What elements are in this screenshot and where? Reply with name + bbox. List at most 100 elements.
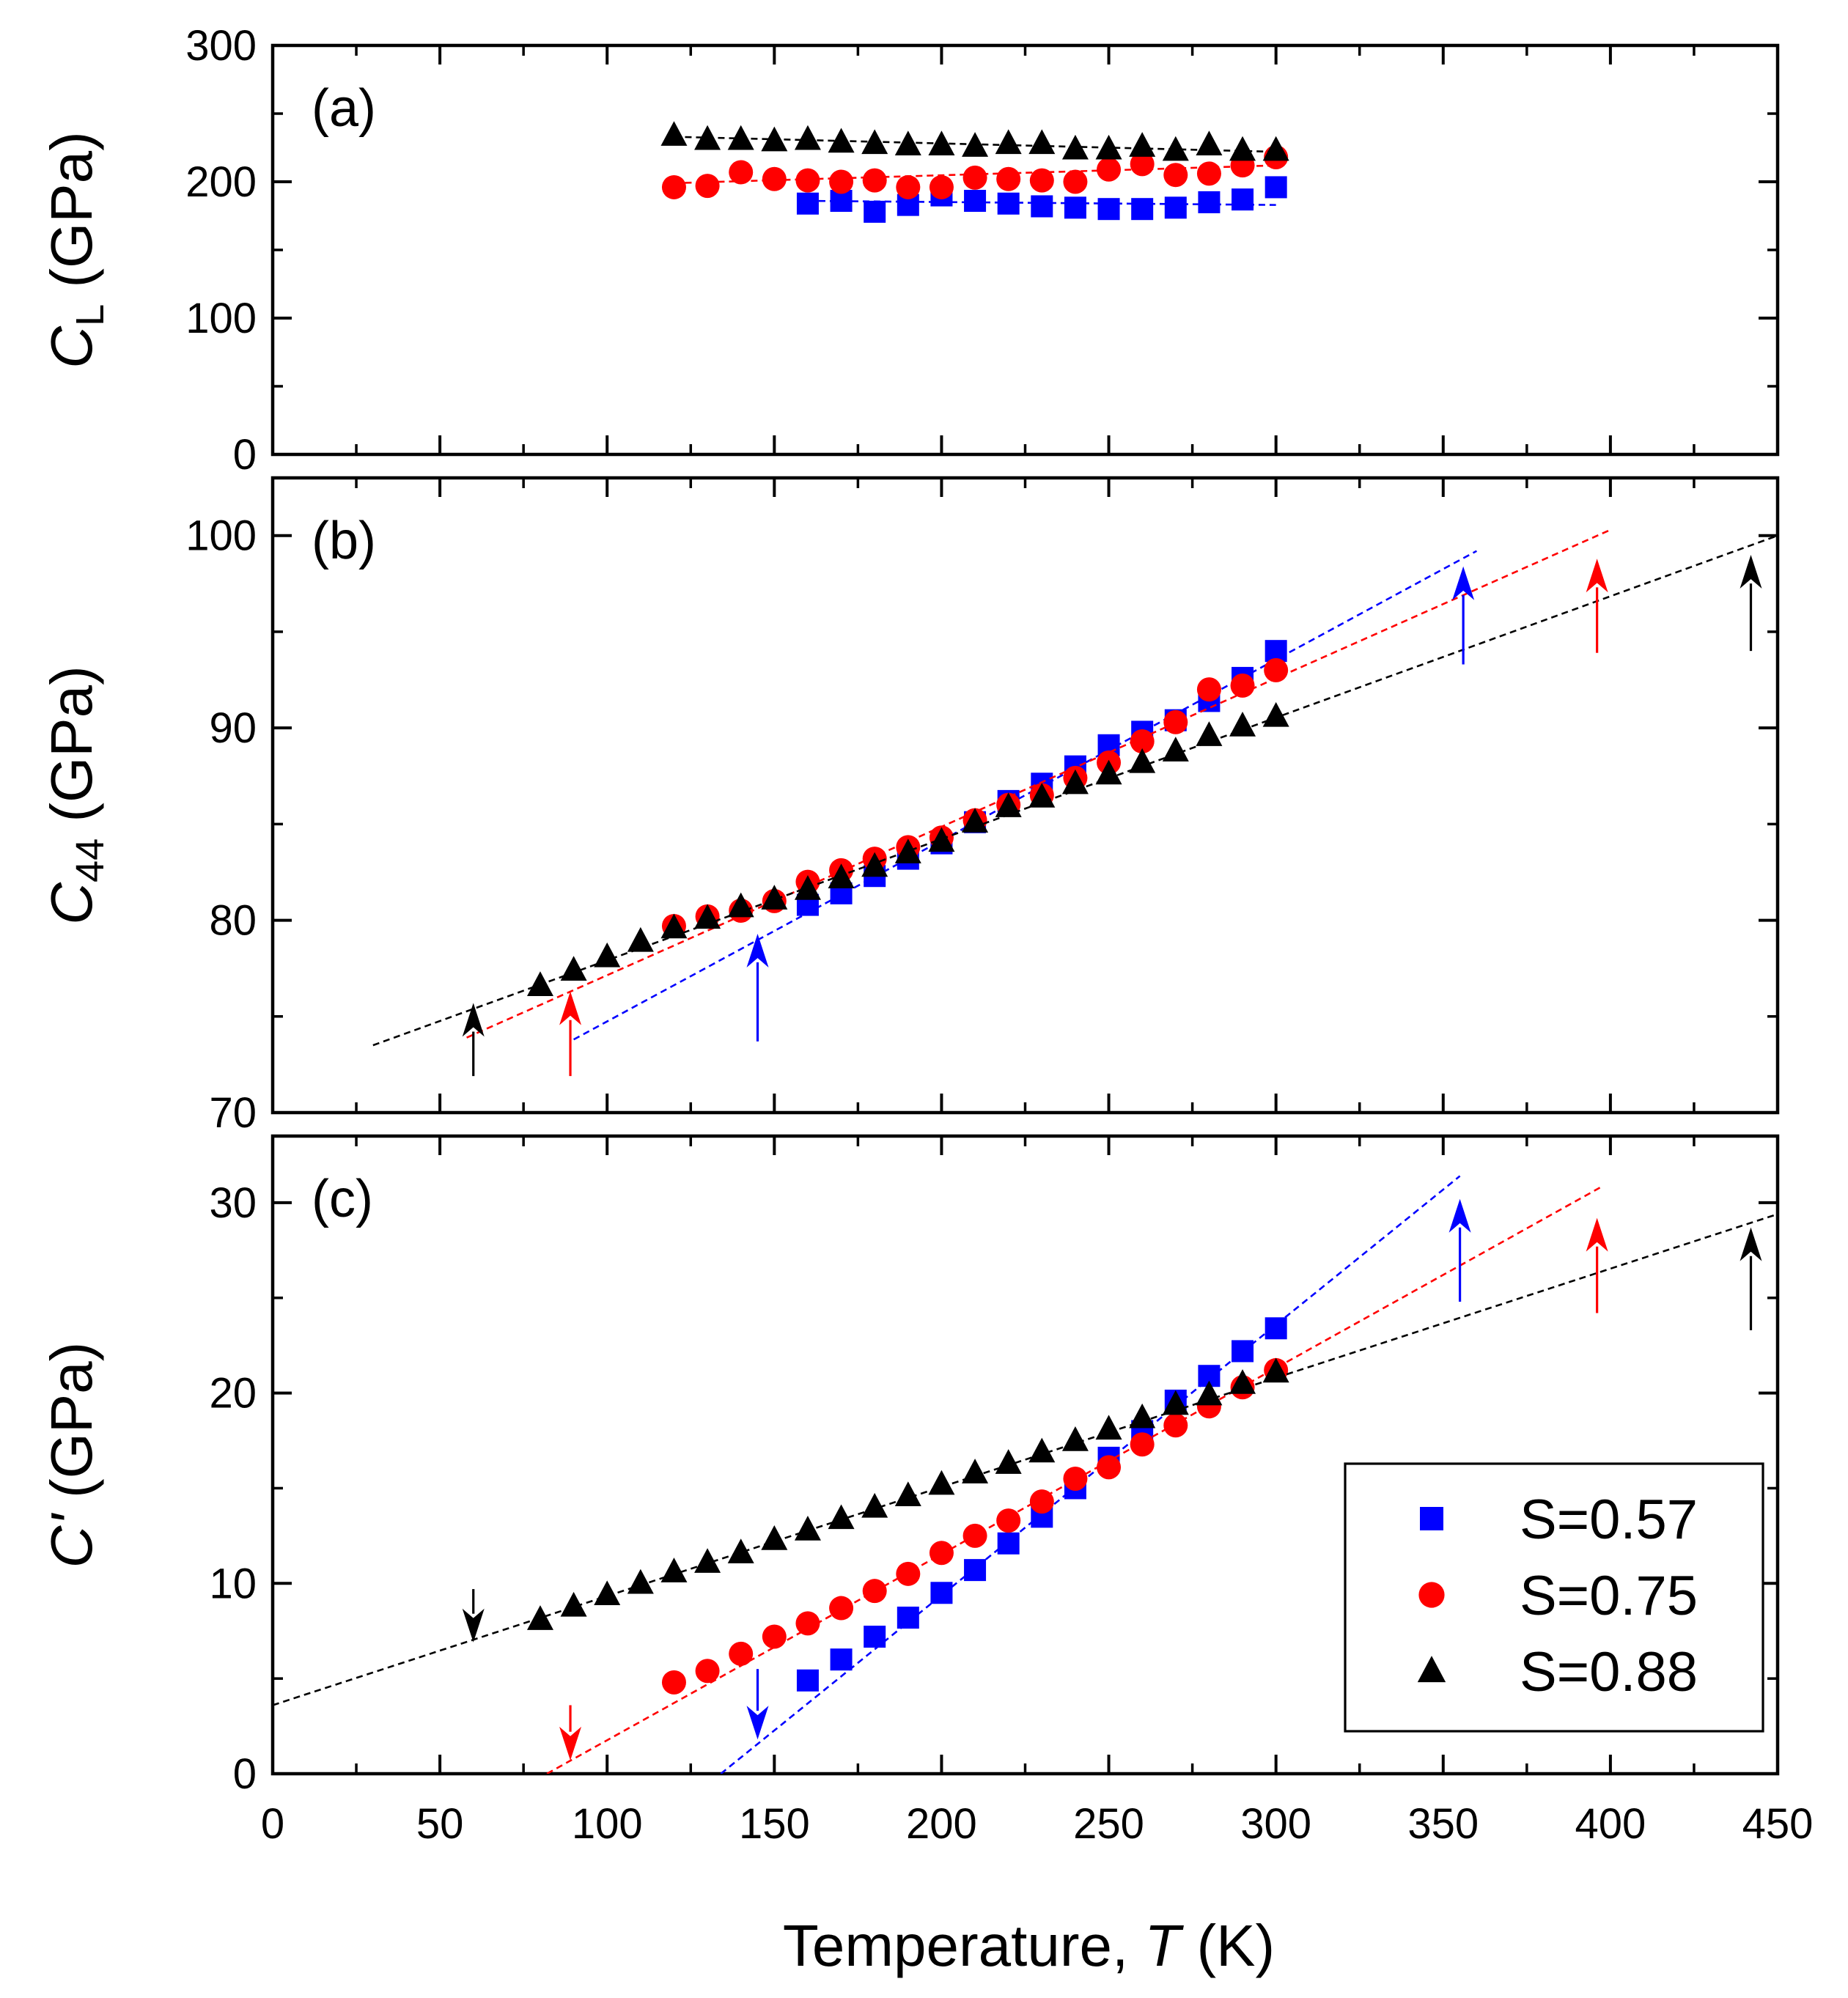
plot-area [660, 121, 1289, 223]
data-point [1061, 1426, 1089, 1451]
y-axis-title: CL (GPa) [39, 131, 112, 368]
y-axis-unit: (GPa) [39, 666, 104, 838]
panel-c: 0 10 20 30 (c) C' (GPa) [39, 1134, 1780, 1798]
data-point [964, 1559, 987, 1582]
y-axis-subscript: 44 [68, 838, 112, 882]
arrow-head [746, 933, 769, 967]
data-point [1262, 701, 1289, 727]
arrow-head [559, 991, 582, 1025]
y-tick-label: 20 [209, 1370, 257, 1418]
data-point [660, 913, 688, 939]
data-point [727, 1538, 754, 1563]
arrow-head [1740, 554, 1762, 589]
data-point [862, 1579, 887, 1604]
y-axis-symbol: C [39, 325, 104, 369]
data-point [1097, 157, 1122, 182]
data-point [1264, 176, 1287, 199]
data-point [1029, 168, 1054, 193]
panel-tag: (a) [312, 79, 376, 138]
data-point [1196, 1380, 1223, 1406]
data-point [560, 956, 587, 981]
data-point [962, 132, 989, 157]
data-point [1063, 169, 1088, 194]
legend-entry: S=0.75 [1418, 1565, 1698, 1627]
data-point [1196, 161, 1221, 186]
legend-marker [1420, 1507, 1443, 1530]
data-point [997, 1532, 1020, 1555]
y-tick-label: 0 [233, 1750, 257, 1798]
x-axis: 0 50 100 150 200 250 300 350 400 450 Temperature, … [261, 1800, 1814, 1978]
panel-tag: (b) [312, 512, 376, 570]
arrow-marker [1452, 566, 1475, 665]
data-point [995, 792, 1022, 817]
data-point [1196, 721, 1223, 746]
y-tick-label: 10 [209, 1560, 257, 1607]
data-point [1061, 134, 1089, 160]
data-point [995, 1449, 1022, 1474]
legend-label: S=0.75 [1520, 1565, 1698, 1627]
y-tick-label: 90 [209, 704, 257, 752]
data-point [660, 121, 688, 146]
y-tick-label: 200 [185, 158, 257, 206]
data-point [1095, 759, 1122, 785]
data-point [1163, 1413, 1188, 1438]
data-point [1162, 1390, 1189, 1415]
y-axis-title: C' (GPa) [39, 1342, 104, 1568]
data-point [796, 1669, 819, 1692]
data-point [861, 852, 888, 877]
data-point [894, 130, 921, 155]
data-point [864, 200, 886, 223]
data-point [896, 1561, 921, 1586]
y-axis-unit: (GPa) [39, 131, 104, 304]
plot-area [273, 1175, 1778, 1774]
data-point [727, 125, 754, 150]
y-tick-label: 70 [209, 1089, 257, 1137]
data-point [526, 1605, 553, 1630]
y-ticks: 0 100 200 300 [185, 22, 1778, 479]
panel-b: 70 80 90 100 (b) C44 (GPa) [39, 476, 1780, 1137]
data-point [661, 174, 686, 199]
legend-marker [1418, 1582, 1445, 1608]
arrow-marker [462, 1003, 485, 1077]
data-point [761, 1525, 788, 1550]
data-point [828, 1504, 855, 1530]
data-point [830, 1648, 853, 1671]
data-point [1196, 677, 1221, 702]
data-point [661, 1670, 686, 1695]
data-point [828, 128, 855, 153]
data-point [1264, 657, 1289, 682]
y-ticks: 0 10 20 30 [209, 1179, 1778, 1798]
data-point [1163, 709, 1188, 734]
x-tick-label: 100 [572, 1800, 643, 1848]
x-tick-label: 450 [1742, 1800, 1814, 1848]
series-S=0.75 [661, 145, 1289, 199]
x-tick-label: 350 [1407, 1800, 1479, 1848]
data-point [1031, 195, 1053, 218]
legend-box [1344, 1462, 1764, 1733]
legend-label: S=0.57 [1520, 1489, 1698, 1551]
data-point [1164, 196, 1187, 219]
data-point [762, 166, 787, 191]
data-point [795, 1611, 820, 1636]
arrow-head [1586, 1217, 1608, 1252]
x-axis-prefix: Temperature, [783, 1913, 1145, 1978]
arrow-head [462, 1608, 485, 1643]
y-tick-label: 30 [209, 1179, 257, 1227]
arrow-head [746, 1706, 769, 1740]
y-axis-symbol: C [39, 882, 104, 925]
y-tick-label: 80 [209, 897, 257, 945]
fit-line [720, 1175, 1461, 1774]
data-point [1130, 152, 1155, 177]
data-point [594, 1580, 621, 1606]
legend-entry: S=0.57 [1420, 1489, 1698, 1551]
data-point [962, 1523, 987, 1548]
data-point [928, 827, 955, 852]
data-point [1162, 136, 1189, 161]
data-point [560, 1591, 587, 1617]
data-point [1264, 1317, 1287, 1340]
data-point [1130, 729, 1155, 754]
arrow-head [1740, 1227, 1762, 1261]
data-point [829, 169, 854, 194]
data-point [1262, 136, 1289, 161]
